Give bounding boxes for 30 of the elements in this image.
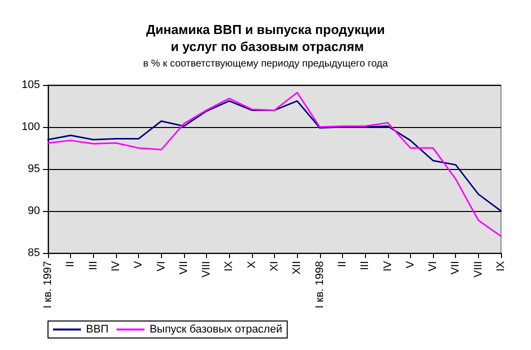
legend-label: Выпуск базовых отраслей: [150, 324, 282, 336]
x-tick-label: XI: [268, 261, 280, 272]
x-tick-label: XII: [291, 261, 304, 274]
chart-title: Динамика ВВП и выпуска продукции и услуг по базовым отраслям: [146, 22, 385, 54]
x-tick-label: V: [404, 260, 416, 268]
x-tick-label: IX: [223, 260, 236, 272]
y-tick-label: 90: [28, 205, 40, 217]
y-tick-label: 85: [28, 247, 40, 259]
x-tick-label: III: [359, 261, 372, 270]
x-tick-label: VIII: [472, 261, 484, 278]
x-tick-label: VII: [178, 261, 190, 274]
x-tick-label: VI: [155, 261, 168, 272]
x-tick-label: VI: [427, 261, 440, 272]
y-tick-label: 100: [22, 121, 40, 133]
x-tick-label: X: [246, 260, 258, 268]
x-tick-label: IV: [382, 260, 394, 272]
x-tick-label: VIII: [200, 261, 213, 278]
y-tick-label: 105: [22, 79, 40, 91]
x-tick-label: I кв. 1997: [42, 261, 54, 308]
x-tick-label: II: [64, 261, 77, 268]
x-tick-label: IX: [495, 260, 507, 272]
y-tick-label: 95: [28, 163, 40, 175]
chart-subtitle: в % к соответствующему периоду предыдущего года: [143, 58, 388, 70]
x-tick-label: VII: [450, 261, 462, 274]
x-tick-label: I кв. 1998: [314, 261, 326, 308]
legend-label: ВВП: [86, 324, 109, 336]
x-tick-label: II: [336, 261, 348, 268]
x-tick-label: III: [87, 261, 100, 270]
x-tick-label: V: [132, 260, 145, 268]
x-tick-label: IV: [110, 260, 122, 272]
